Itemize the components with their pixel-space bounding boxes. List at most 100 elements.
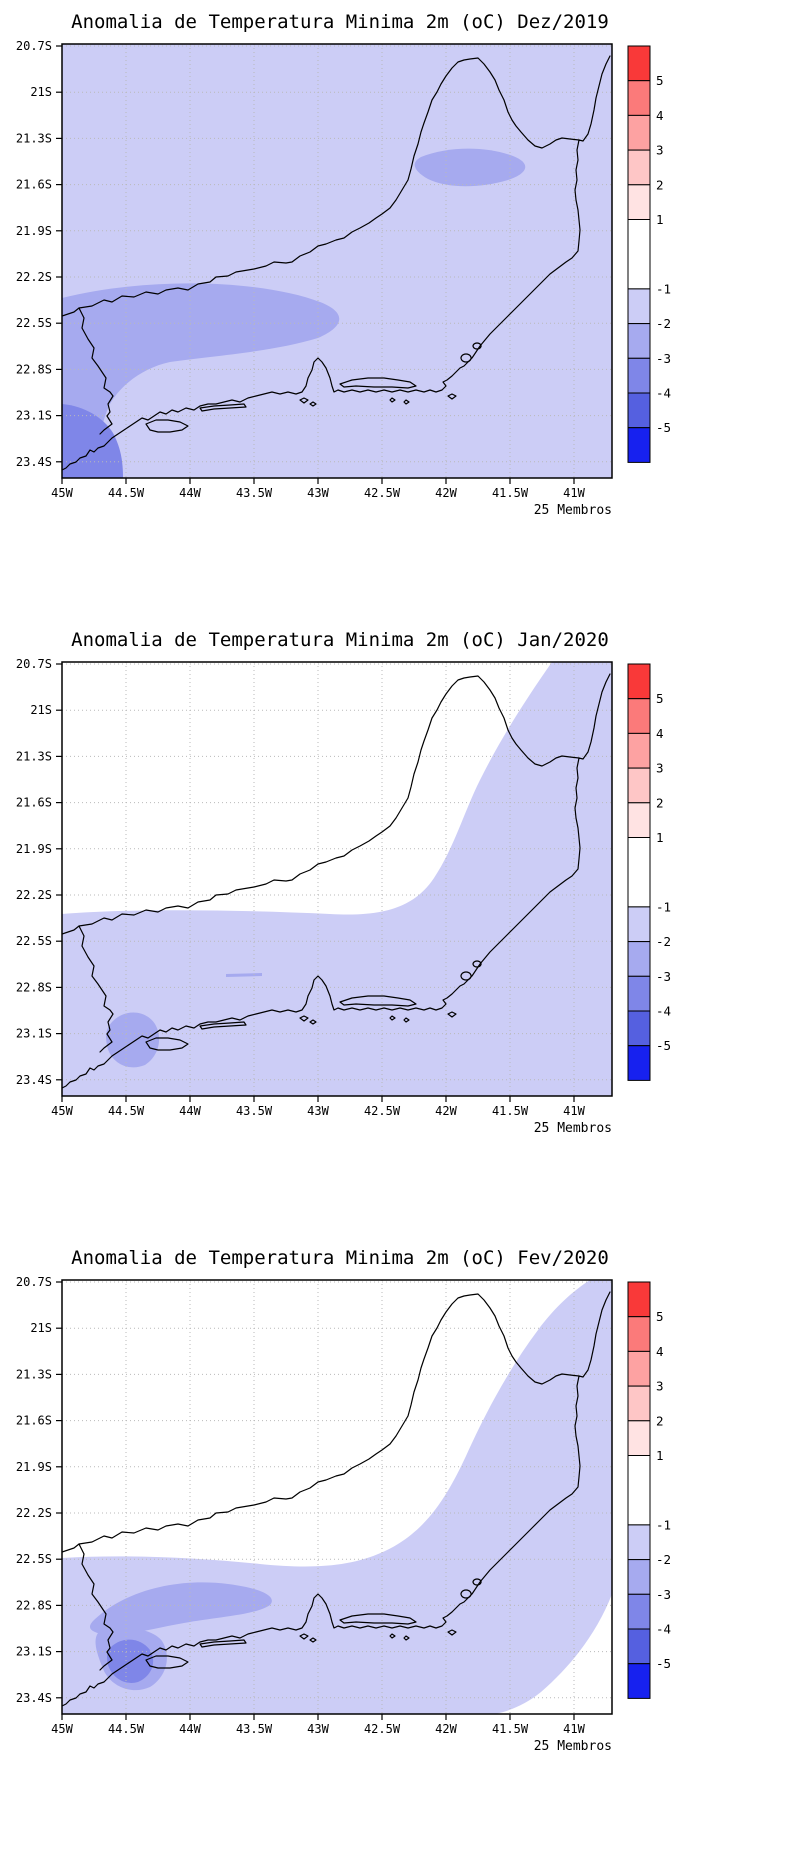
lon-tick-label: 42.5W: [364, 486, 401, 500]
lat-tick-label: 21.6S: [16, 796, 52, 810]
colorbar-segment: [627, 941, 651, 977]
coastline: [62, 675, 580, 935]
lat-tick-label: 21.6S: [16, 178, 52, 192]
coastline: [339, 1613, 417, 1625]
colorbar: 5 4 3 2 1 -1 -2 -3 -4 -5: [627, 1281, 671, 1699]
colorbar-segment: [627, 1593, 651, 1630]
coastline: [145, 419, 189, 433]
contour-fill-layer: [62, 44, 612, 478]
colorbar-segment: [627, 1350, 651, 1387]
colorbar-tick-label: -3: [656, 1587, 671, 1602]
map-plot: 45W 44.5W 44W 43.5W 43W 42.5W 42W 41.5W 41W 20.7S…: [16, 657, 671, 1118]
colorbar-tick-label: 2: [656, 1413, 664, 1428]
colorbar-tick-label: -2: [656, 934, 671, 949]
colorbar-segment: [627, 1385, 651, 1422]
lon-tick-label: 45W: [51, 1104, 73, 1118]
lon-tick-label: 44.5W: [108, 1104, 145, 1118]
coastline: [199, 1021, 247, 1030]
coastline: [309, 1019, 317, 1025]
map-panel-dez2019: Anomalia de Temperatura Minima 2m (oC) D…: [0, 0, 800, 618]
colorbar-tick-label: -4: [656, 1004, 671, 1019]
lat-tick-label: 22.8S: [16, 362, 52, 376]
coastline: [472, 342, 482, 350]
colorbar-tick-label: -4: [656, 1622, 671, 1637]
lon-tick-label: 43W: [307, 486, 329, 500]
colorbar-segment: [627, 837, 651, 908]
coastline: [460, 971, 472, 981]
lat-tick-label: 21.9S: [16, 842, 52, 856]
coastline: [447, 1629, 457, 1636]
lat-tick-label: 21S: [30, 703, 52, 717]
lon-tick-label: 41.5W: [492, 1104, 529, 1118]
colorbar-segment: [627, 767, 651, 804]
contour-region-lv2: [90, 1582, 272, 1636]
coastline: [339, 995, 417, 1007]
map-figure-fev2020: Anomalia de Temperatura Minima 2m (oC) F…: [16, 1247, 671, 1754]
coastline-layer: [62, 673, 611, 1089]
colorbar-segment: [627, 1628, 651, 1665]
colorbar-segment: [627, 1663, 651, 1699]
colorbar-segment: [627, 975, 651, 1012]
lon-tick-label: 42.5W: [364, 1722, 401, 1736]
colorbar-segment: [627, 1045, 651, 1081]
contour-region-lv2: [226, 973, 262, 977]
colorbar-tick-label: 1: [656, 212, 664, 227]
coastline: [62, 1291, 611, 1707]
lat-tick-label: 23.1S: [16, 1027, 52, 1041]
colorbar-segment: [627, 732, 651, 769]
colorbar-segment: [627, 184, 651, 221]
coastline: [62, 55, 611, 471]
colorbar-segment: [627, 357, 651, 394]
contour-region-lv3: [62, 404, 123, 478]
colorbar-tick-label: 2: [656, 177, 664, 192]
lon-tick-label: 44W: [179, 1104, 201, 1118]
lat-tick-label: 22.2S: [16, 270, 52, 284]
colorbar-segment: [627, 219, 651, 290]
colorbar-tick-label: -2: [656, 316, 671, 331]
coastline: [145, 1655, 189, 1669]
colorbar-segment: [627, 698, 651, 734]
colorbar-segment: [627, 45, 651, 82]
colorbar: 5 4 3 2 1 -1 -2 -3 -4 -5: [627, 45, 671, 463]
colorbar-segment: [627, 1455, 651, 1526]
colorbar-tick-label: 3: [656, 761, 664, 776]
coastline: [403, 1635, 410, 1641]
coastline: [62, 1293, 580, 1553]
lat-tick-label: 21S: [30, 85, 52, 99]
coastline: [199, 1639, 247, 1648]
coastline: [299, 397, 309, 404]
lat-tick-label: 23.4S: [16, 455, 52, 469]
lon-tick-label: 44.5W: [108, 1722, 145, 1736]
lon-tick-label: 43W: [307, 1104, 329, 1118]
colorbar-tick-label: -2: [656, 1552, 671, 1567]
lon-tick-label: 41.5W: [492, 1722, 529, 1736]
colorbar-tick-label: -5: [656, 1656, 671, 1671]
colorbar-segment: [627, 906, 651, 943]
coastline: [299, 1633, 309, 1640]
lat-tick-label: 22.8S: [16, 980, 52, 994]
colorbar-segment: [627, 392, 651, 429]
colorbar-tick-label: 4: [656, 1344, 664, 1359]
coastline-layer: [62, 55, 611, 471]
lat-tick-label: 23.4S: [16, 1073, 52, 1087]
plot-frame: [61, 661, 613, 1097]
colorbar-tick-label: 4: [656, 726, 664, 741]
lon-tick-label: 43.5W: [236, 486, 273, 500]
colorbar-tick-label: -1: [656, 281, 671, 296]
coastline: [460, 353, 472, 363]
colorbar-tick-label: 5: [656, 73, 664, 88]
coastline: [145, 1037, 189, 1051]
coastline: [299, 1015, 309, 1022]
lon-tick-label: 44W: [179, 486, 201, 500]
lon-tick-label: 41W: [563, 1104, 585, 1118]
contour-region-lv1: [62, 44, 612, 478]
colorbar-tick-label: -3: [656, 969, 671, 984]
coastline: [62, 57, 580, 317]
axes: 45W 44.5W 44W 43.5W 43W 42.5W 42W 41.5W 41W 20.7S…: [16, 1275, 586, 1736]
colorbar-segment: [627, 1524, 651, 1561]
colorbar-tick-label: 5: [656, 691, 664, 706]
coastline: [447, 1011, 457, 1018]
contour-region-lv2: [106, 1012, 160, 1068]
lon-tick-label: 43.5W: [236, 1722, 273, 1736]
colorbar-segment: [627, 663, 651, 700]
